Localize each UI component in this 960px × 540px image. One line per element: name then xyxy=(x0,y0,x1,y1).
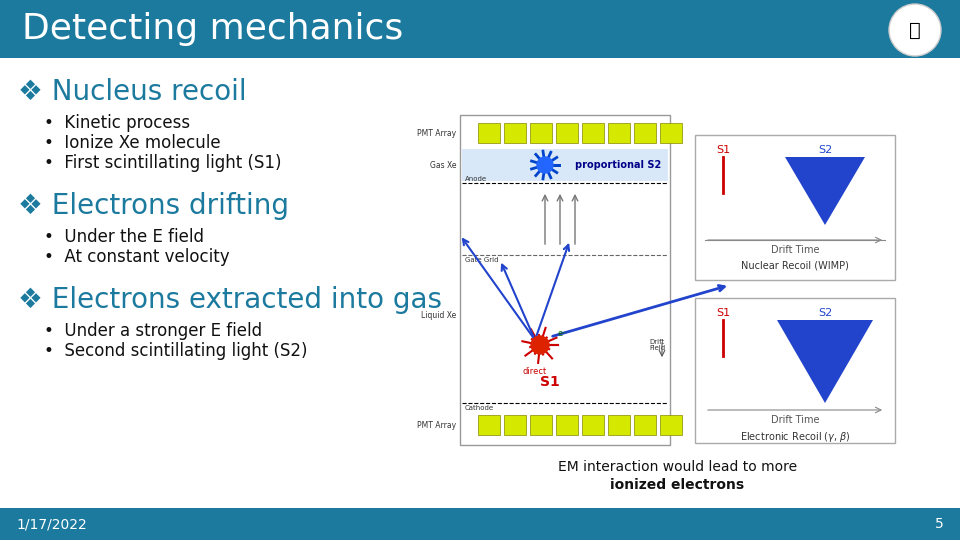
Text: proportional S2: proportional S2 xyxy=(575,160,661,170)
Text: direct: direct xyxy=(523,367,547,376)
Text: ❖ Electrons drifting: ❖ Electrons drifting xyxy=(18,192,289,220)
Bar xyxy=(530,123,552,143)
Bar xyxy=(695,298,895,443)
Text: Cathode: Cathode xyxy=(465,405,494,411)
Text: Anode: Anode xyxy=(465,176,487,182)
Bar xyxy=(660,123,682,143)
Text: •  Second scintillating light (S2): • Second scintillating light (S2) xyxy=(44,342,307,360)
Text: 🎓: 🎓 xyxy=(909,21,921,39)
Text: •  At constant velocity: • At constant velocity xyxy=(44,248,229,266)
Text: EM interaction would lead to more: EM interaction would lead to more xyxy=(558,460,797,474)
Bar xyxy=(530,415,552,435)
Text: Nuclear Recoil (WIMP): Nuclear Recoil (WIMP) xyxy=(741,260,849,270)
Text: Drift
Field: Drift Field xyxy=(649,339,665,352)
Bar xyxy=(0,0,960,58)
Text: e⁻: e⁻ xyxy=(558,328,567,338)
Bar xyxy=(556,123,578,143)
Circle shape xyxy=(537,157,553,173)
Text: S1: S1 xyxy=(540,375,560,389)
Text: Electronic Recoil ($\gamma$, $\beta$): Electronic Recoil ($\gamma$, $\beta$) xyxy=(739,430,851,444)
Text: Drift Time: Drift Time xyxy=(771,415,819,425)
Bar xyxy=(478,123,500,143)
Bar xyxy=(556,415,578,435)
Bar xyxy=(695,135,895,280)
Text: •  Under the E field: • Under the E field xyxy=(44,228,204,246)
Text: •  Kinetic process: • Kinetic process xyxy=(44,114,190,132)
Bar xyxy=(0,508,960,540)
Polygon shape xyxy=(777,320,873,403)
Text: ❖ Nucleus recoil: ❖ Nucleus recoil xyxy=(18,78,247,106)
Bar xyxy=(478,415,500,435)
Text: •  Under a stronger E field: • Under a stronger E field xyxy=(44,322,262,340)
Bar xyxy=(460,115,670,445)
Text: •  Ionize Xe molecule: • Ionize Xe molecule xyxy=(44,134,221,152)
Bar xyxy=(660,415,682,435)
Bar xyxy=(608,123,630,143)
Bar xyxy=(582,415,604,435)
Text: PMT Array: PMT Array xyxy=(417,129,456,138)
Text: 5: 5 xyxy=(935,517,944,531)
Text: Drift Time: Drift Time xyxy=(771,245,819,255)
Circle shape xyxy=(889,4,941,56)
Text: Gas Xe: Gas Xe xyxy=(429,160,456,170)
Bar xyxy=(504,123,526,143)
Bar xyxy=(608,415,630,435)
Bar xyxy=(582,123,604,143)
Bar xyxy=(462,149,668,181)
Text: ❖ Electrons extracted into gas: ❖ Electrons extracted into gas xyxy=(18,286,442,314)
Text: S2: S2 xyxy=(818,308,832,318)
Text: S1: S1 xyxy=(716,308,730,318)
Text: 1/17/2022: 1/17/2022 xyxy=(16,517,86,531)
Polygon shape xyxy=(785,157,865,225)
Text: S2: S2 xyxy=(818,145,832,155)
Bar xyxy=(504,415,526,435)
Text: ionized electrons: ionized electrons xyxy=(611,478,745,492)
Bar xyxy=(634,415,656,435)
Text: PMT Array: PMT Array xyxy=(417,421,456,429)
Circle shape xyxy=(531,336,549,354)
Bar xyxy=(634,123,656,143)
Text: S1: S1 xyxy=(716,145,730,155)
Text: •  First scintillating light (S1): • First scintillating light (S1) xyxy=(44,154,281,172)
Text: Gate Grid: Gate Grid xyxy=(465,257,498,263)
Text: Detecting mechanics: Detecting mechanics xyxy=(22,12,403,46)
Text: Liquid Xe: Liquid Xe xyxy=(420,310,456,320)
